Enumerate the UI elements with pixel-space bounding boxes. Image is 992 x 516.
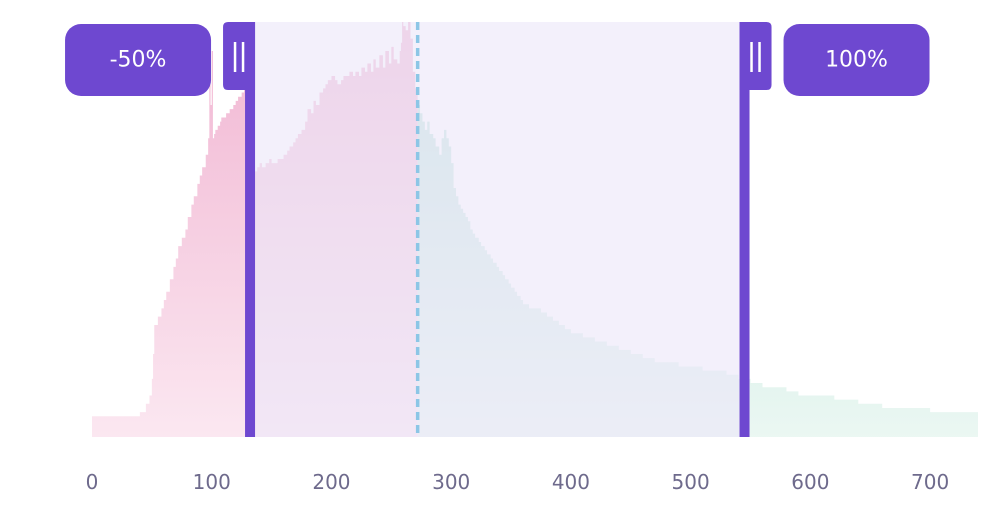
- selected-range-overlay: [250, 22, 745, 437]
- x-tick-label: 0: [86, 470, 99, 494]
- x-tick-label: 600: [791, 470, 829, 494]
- range-start-label: -50%: [110, 48, 167, 73]
- x-tick-label: 100: [193, 470, 231, 494]
- x-tick-label: 300: [432, 470, 470, 494]
- range-end-grip-tab[interactable]: [739, 22, 772, 90]
- range-start-badge-bg[interactable]: [65, 24, 212, 96]
- x-axis-ticks: 0 100 200 300 400 500 600 700: [86, 470, 950, 494]
- x-tick-label: 500: [672, 470, 710, 494]
- range-start-badge[interactable]: -50%: [65, 24, 212, 96]
- range-start-handle[interactable]: [223, 22, 256, 437]
- x-tick-label: 400: [552, 470, 590, 494]
- range-end-label: 100%: [825, 48, 888, 73]
- x-tick-label: 200: [312, 470, 350, 494]
- range-end-badge[interactable]: 100%: [783, 24, 930, 96]
- range-end-handle[interactable]: [739, 22, 772, 437]
- range-start-handle-bar[interactable]: [245, 22, 256, 437]
- range-end-badge-bg[interactable]: [783, 24, 930, 96]
- range-end-handle-bar[interactable]: [739, 22, 750, 437]
- x-tick-label: 700: [911, 470, 949, 494]
- range-start-grip-tab[interactable]: [223, 22, 256, 90]
